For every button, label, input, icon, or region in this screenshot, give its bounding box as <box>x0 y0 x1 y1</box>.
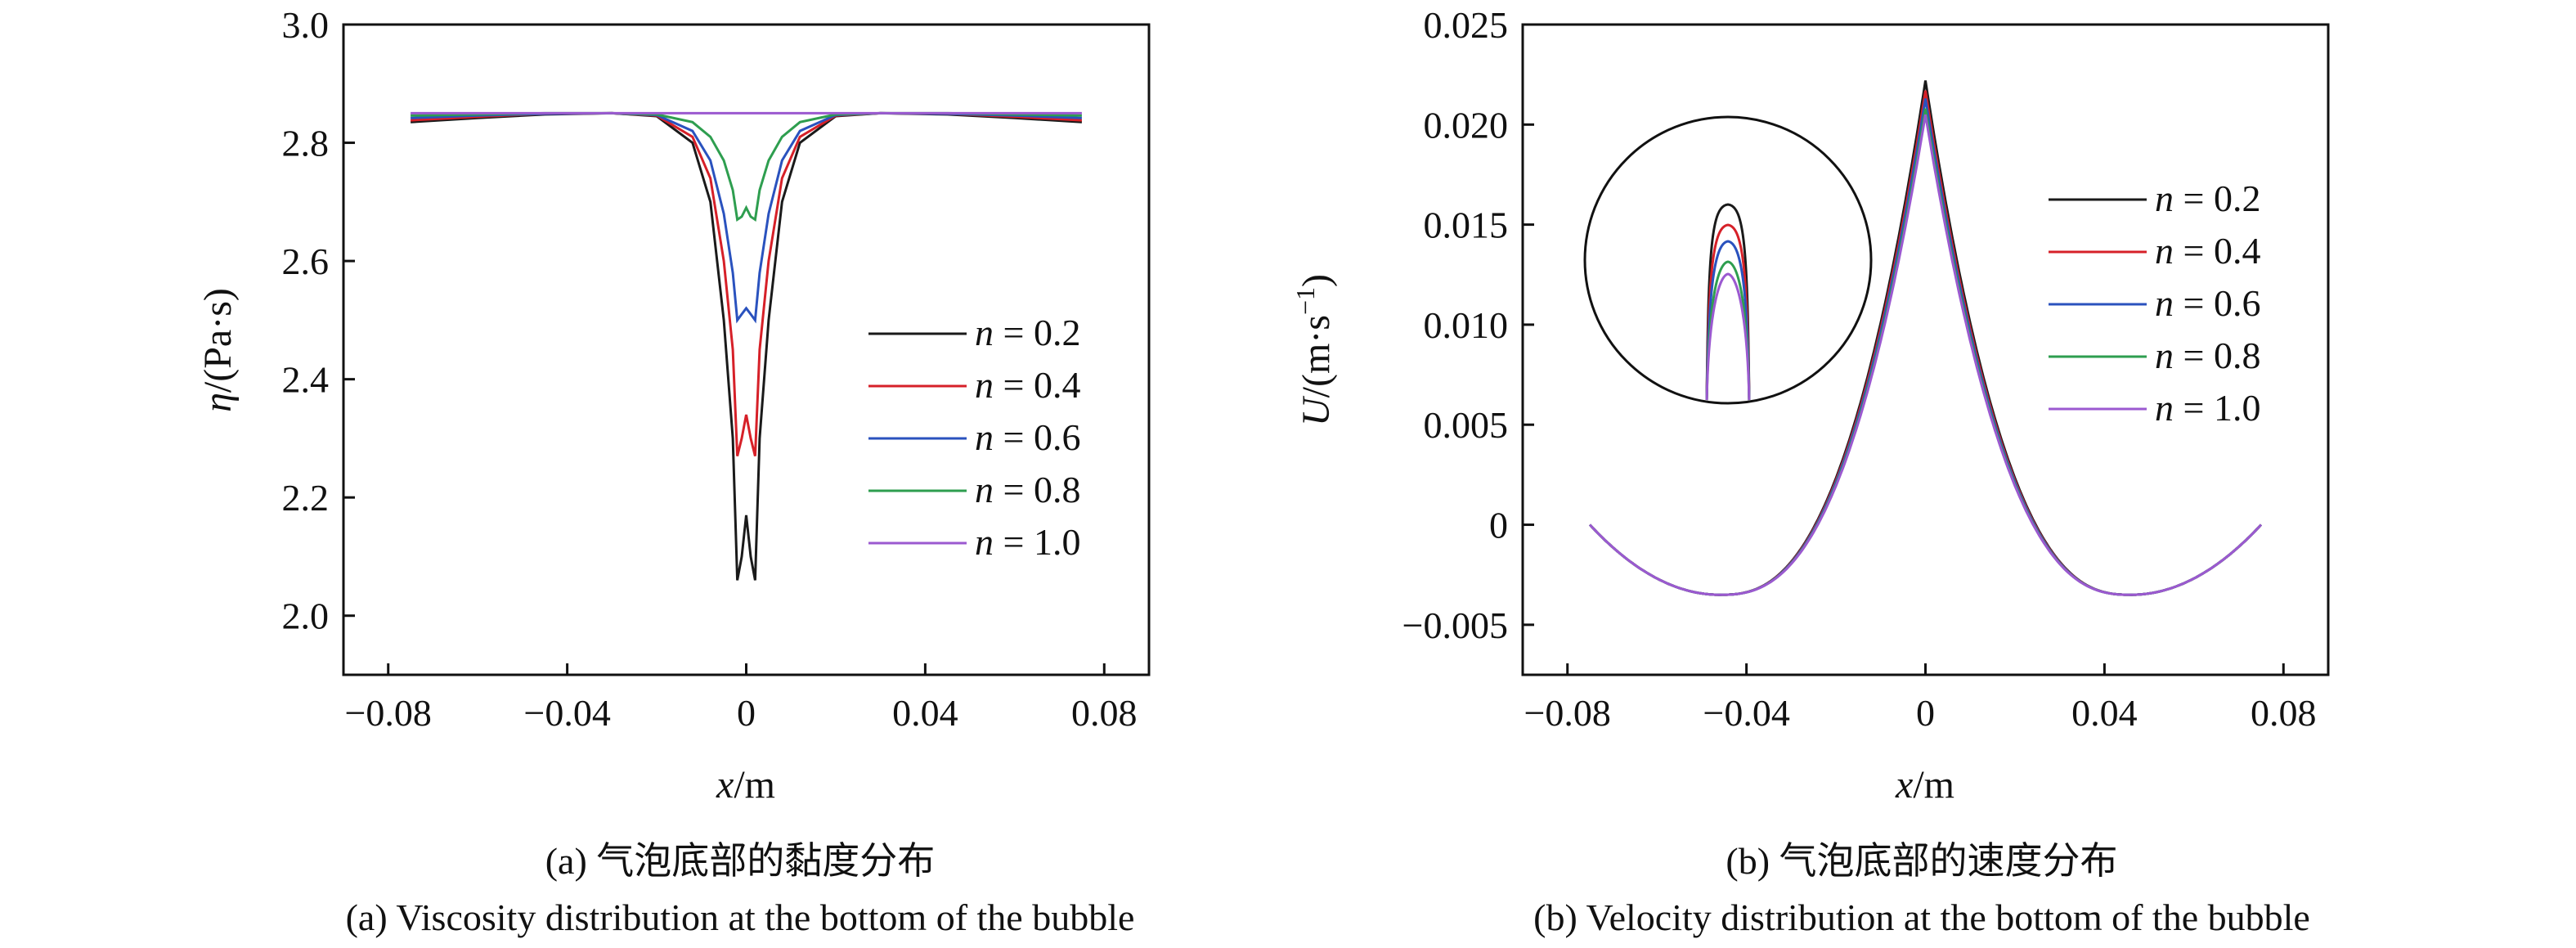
legend-label-n08: n = 0.8 <box>2155 335 2260 376</box>
x-tick-label: 0.04 <box>892 692 958 734</box>
viscosity-line-n06 <box>411 111 1082 324</box>
viscosity-x-axis-label: x/m <box>716 763 775 806</box>
caption-b-english: (b) Velocity distribution at the bottom … <box>1533 896 2310 938</box>
zoom-circle <box>1583 115 1873 405</box>
y-tick-label: −0.005 <box>1402 604 1508 646</box>
legend-label-n02: n = 0.2 <box>975 312 1080 353</box>
velocity-chart: −0.08 −0.04 0 0.04 0.08 −0.005 0 0.005 0.010 0.01… <box>1290 4 2330 806</box>
zoom-curves <box>1705 203 1751 402</box>
legend-label-n06: n = 0.6 <box>975 416 1080 458</box>
legend-label-n04: n = 0.4 <box>975 364 1080 406</box>
y-tick-label: 0.005 <box>1424 404 1509 446</box>
velocity-line-n10 <box>1588 114 2263 596</box>
viscosity-legend: n = 0.2 n = 0.4 n = 0.6 n = 0.8 n = 1.0 <box>868 312 1080 563</box>
y-tick-label: 2.6 <box>282 240 330 282</box>
viscosity-ticks: −0.08 −0.04 0 0.04 0.08 2.0 2.2 2.4 2.6 2.8 3.0 <box>282 4 1138 734</box>
velocity-x-axis-label: x/m <box>1895 763 1954 806</box>
y-tick-label: 2.0 <box>282 595 330 637</box>
viscosity-chart: −0.08 −0.04 0 0.04 0.08 2.0 2.2 2.4 2.6 2.8 3.0 n … <box>196 4 1151 806</box>
velocity-legend: n = 0.2 n = 0.4 n = 0.6 n = 0.8 n = 1.0 <box>2049 177 2260 429</box>
legend-label-n08: n = 0.8 <box>975 469 1080 510</box>
zoom-line-n02 <box>1705 203 1751 402</box>
viscosity-y-axis-label: η/(Pa·s) <box>196 288 240 412</box>
y-tick-label: 0.010 <box>1424 304 1509 346</box>
x-tick-label: 0 <box>1916 692 1935 734</box>
viscosity-series <box>411 111 1082 581</box>
x-tick-label: −0.04 <box>1703 692 1789 734</box>
y-tick-label: 0 <box>1489 505 1508 546</box>
x-tick-label: 0 <box>737 692 756 734</box>
x-tick-label: 0.04 <box>2071 692 2138 734</box>
x-tick-label: −0.04 <box>523 692 610 734</box>
zoom-line-n06 <box>1705 240 1751 402</box>
x-tick-label: −0.08 <box>1524 692 1610 734</box>
y-tick-label: 2.2 <box>282 477 330 519</box>
x-tick-label: −0.08 <box>344 692 431 734</box>
caption-a-chinese: (a) 气泡底部的黏度分布 <box>545 840 936 882</box>
y-tick-label: 0.015 <box>1424 204 1509 246</box>
y-tick-label: 2.4 <box>282 359 330 401</box>
legend-label-n06: n = 0.6 <box>2155 282 2260 324</box>
zoom-line-n10 <box>1705 272 1751 402</box>
legend-label-n10: n = 1.0 <box>2155 387 2260 429</box>
velocity-series <box>1588 80 2263 596</box>
caption-a-english: (a) Viscosity distribution at the bottom… <box>346 896 1135 938</box>
y-tick-label: 0.025 <box>1424 4 1509 46</box>
velocity-ticks: −0.08 −0.04 0 0.04 0.08 −0.005 0 0.005 0.010 0.01… <box>1402 4 2317 734</box>
velocity-y-axis-label: U/(m·s−1) <box>1290 274 1338 426</box>
legend-label-n04: n = 0.4 <box>2155 230 2260 272</box>
x-tick-label: 0.08 <box>1071 692 1138 734</box>
y-tick-label: 2.8 <box>282 123 330 164</box>
legend-label-n02: n = 0.2 <box>2155 177 2260 219</box>
y-tick-label: 3.0 <box>282 4 330 46</box>
x-tick-label: 0.08 <box>2251 692 2317 734</box>
viscosity-line-n08 <box>411 111 1082 222</box>
legend-label-n10: n = 1.0 <box>975 521 1080 563</box>
velocity-zoom-inset <box>1583 115 1873 405</box>
caption-b-chinese: (b) 气泡底部的速度分布 <box>1726 840 2117 882</box>
y-tick-label: 0.020 <box>1424 104 1509 146</box>
